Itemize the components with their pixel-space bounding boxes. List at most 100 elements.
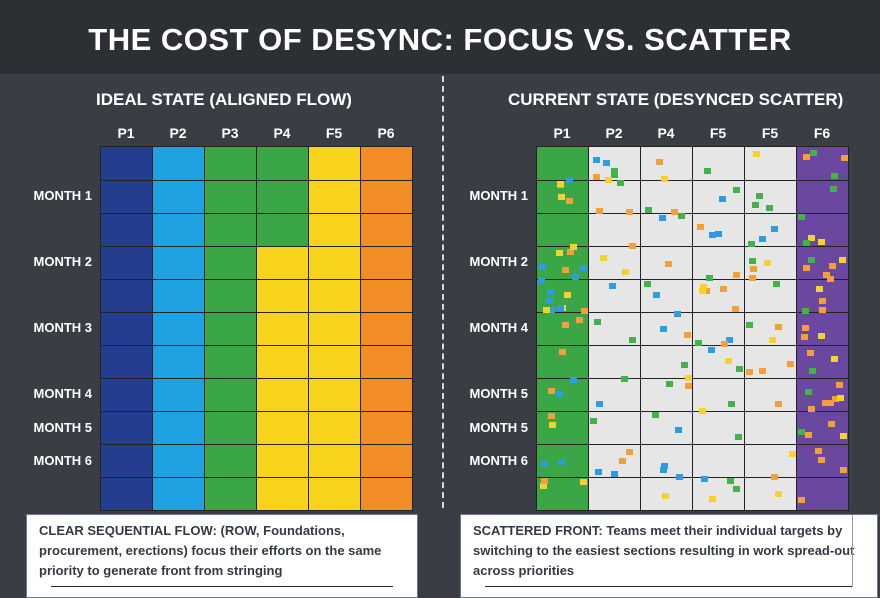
scatter-task-marker <box>580 479 587 485</box>
current-column-header-2: P4 <box>657 125 675 141</box>
scatter-task-marker <box>619 458 626 464</box>
scatter-task-marker <box>558 459 565 465</box>
scatter-task-marker <box>766 205 773 211</box>
ideal-grid-cell <box>308 279 361 313</box>
ideal-grid-cell <box>100 180 153 214</box>
scatter-task-marker <box>803 154 810 160</box>
ideal-row-label: MONTH 3 <box>33 320 93 335</box>
page-title: THE COST OF DESYNC: FOCUS VS. SCATTER <box>88 22 792 57</box>
scatter-task-marker <box>815 448 822 454</box>
scatter-task-marker <box>827 400 834 406</box>
scatter-task-marker <box>808 257 815 263</box>
ideal-grid-cell <box>360 444 413 478</box>
ideal-grid-cell <box>256 345 309 379</box>
scatter-task-marker <box>798 497 805 503</box>
scatter-task-marker <box>700 284 707 290</box>
ideal-grid-cell <box>256 180 309 214</box>
current-grid-cell <box>744 477 797 511</box>
current-column-header-3: F5 <box>709 125 727 141</box>
scatter-task-marker <box>699 288 706 294</box>
scatter-task-marker <box>748 241 755 247</box>
scatter-task-marker <box>818 457 825 463</box>
scatter-task-marker <box>829 263 836 269</box>
current-grid-cell <box>536 378 589 412</box>
scatter-task-marker <box>715 231 722 237</box>
title-bar: THE COST OF DESYNC: FOCUS VS. SCATTER <box>0 0 880 74</box>
ideal-grid-cell <box>204 180 257 214</box>
current-grid-cell <box>744 411 797 445</box>
ideal-grid-cell <box>308 444 361 478</box>
scatter-task-marker <box>556 250 563 256</box>
ideal-grid-cell <box>256 444 309 478</box>
current-column-header-0: P1 <box>553 125 571 141</box>
scatter-task-marker <box>720 286 727 292</box>
ideal-grid-cell <box>360 477 413 511</box>
scatter-task-marker <box>828 421 835 427</box>
scatter-task-marker <box>759 236 766 242</box>
scatter-task-marker <box>840 467 847 473</box>
left-caption-rule <box>51 586 393 587</box>
current-grid-cell <box>692 477 745 511</box>
current-grid-cell <box>588 213 641 247</box>
ideal-grid-cell <box>204 444 257 478</box>
current-grid-cell <box>536 411 589 445</box>
scatter-task-marker <box>808 406 815 412</box>
ideal-grid-cell <box>204 146 257 181</box>
ideal-grid-cell <box>308 146 361 181</box>
scatter-task-marker <box>749 275 756 281</box>
scatter-task-marker <box>580 265 587 271</box>
current-grid-cell <box>692 345 745 379</box>
scatter-task-marker <box>653 292 660 298</box>
current-grid-cell <box>692 378 745 412</box>
scatter-task-marker <box>567 249 574 255</box>
ideal-grid-cell <box>152 345 205 379</box>
scatter-task-marker <box>549 422 556 428</box>
scatter-task-marker <box>764 260 771 266</box>
ideal-column-header-0: P1 <box>117 125 135 141</box>
scatter-task-marker <box>540 483 547 489</box>
scatter-task-marker <box>660 326 667 332</box>
scatter-task-marker <box>665 261 672 267</box>
scatter-task-marker <box>706 275 713 281</box>
right-caption-vline <box>852 515 853 587</box>
scatter-task-marker <box>564 292 571 298</box>
ideal-grid-cell <box>204 279 257 313</box>
scatter-task-marker <box>787 361 794 367</box>
current-grid-cell <box>796 345 849 379</box>
ideal-grid-cell <box>360 411 413 445</box>
scatter-task-marker <box>789 451 796 457</box>
scatter-task-marker <box>684 332 691 338</box>
scatter-task-marker <box>671 209 678 215</box>
scatter-task-marker <box>539 264 546 270</box>
scatter-task-marker <box>775 324 782 330</box>
scatter-task-marker <box>621 376 628 382</box>
scatter-task-marker <box>548 307 555 313</box>
current-grid-cell <box>588 246 641 280</box>
scatter-task-marker <box>676 474 683 480</box>
scatter-task-marker <box>735 434 742 440</box>
scatter-task-marker <box>570 377 577 383</box>
scatter-task-marker <box>581 308 588 314</box>
ideal-grid-cell <box>204 477 257 511</box>
scatter-task-marker <box>733 272 740 278</box>
ideal-grid-cell <box>152 411 205 445</box>
scatter-task-marker <box>830 186 837 192</box>
scatter-task-marker <box>541 478 548 484</box>
scatter-task-marker <box>576 317 583 323</box>
scatter-task-marker <box>538 277 545 283</box>
scatter-task-marker <box>617 180 624 186</box>
scatter-task-marker <box>802 308 809 314</box>
ideal-grid-cell <box>100 312 153 346</box>
scatter-task-marker <box>841 155 848 161</box>
scatter-task-marker <box>736 366 743 372</box>
scatter-task-marker <box>629 243 636 249</box>
scatter-task-marker <box>666 381 673 387</box>
ideal-grid-cell <box>152 146 205 181</box>
scatter-task-marker <box>559 349 566 355</box>
scatter-task-marker <box>541 461 548 467</box>
panel-divider <box>442 76 444 508</box>
scatter-task-marker <box>566 198 573 204</box>
ideal-grid-cell <box>256 411 309 445</box>
scatter-task-marker <box>675 427 682 433</box>
ideal-grid-cell <box>100 146 153 181</box>
